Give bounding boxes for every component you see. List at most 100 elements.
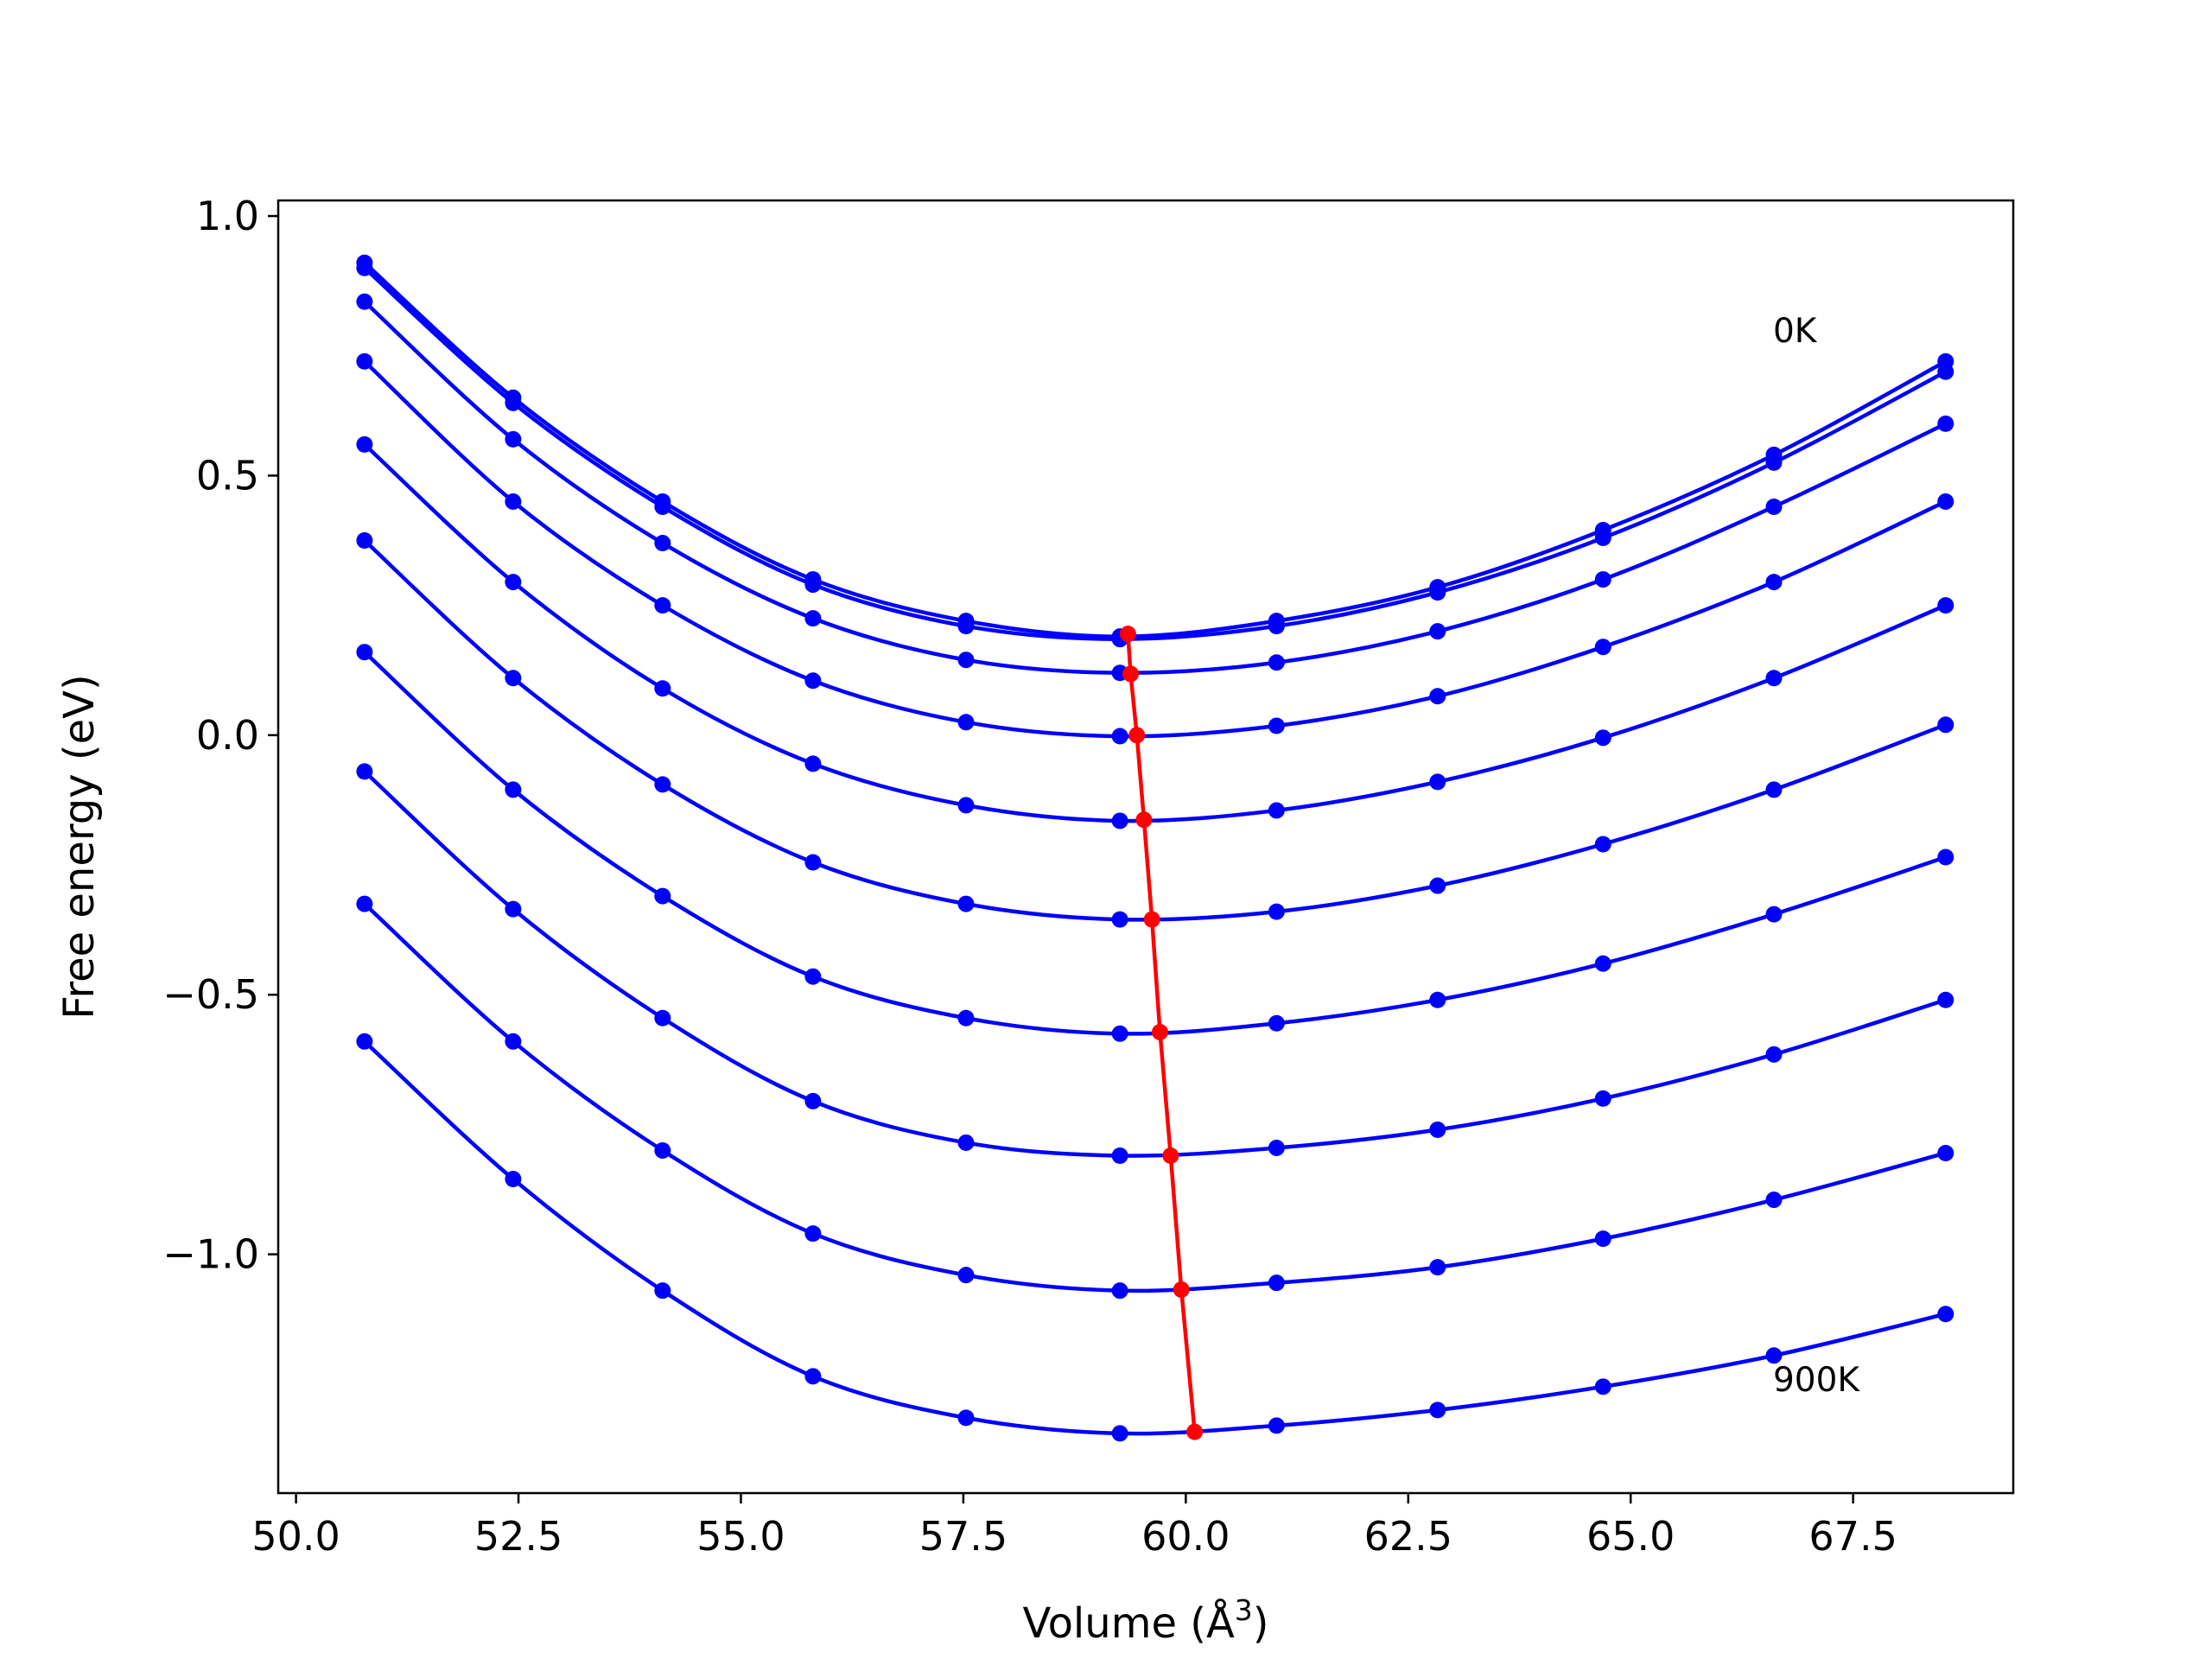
series-4-point-5 [957, 714, 975, 731]
series-line-1 [363, 261, 1947, 639]
series-4-point-4 [804, 672, 822, 690]
y-axis-ticks: 1.0 0.5 0.0 −0.5 −1.0 [162, 193, 278, 1278]
series-5-point-2 [505, 574, 522, 591]
series-2-point-8 [1429, 584, 1446, 601]
series-5-point-3 [654, 680, 671, 697]
series-10-point-5 [957, 1409, 975, 1427]
series-7-point-10 [1765, 906, 1783, 923]
equilibrium-point-6 [1151, 1023, 1168, 1040]
series-6-point-10 [1765, 781, 1783, 798]
series-6-point-7 [1268, 903, 1285, 920]
series-4-point-10 [1765, 574, 1783, 591]
x-tick-label: 55.0 [696, 1513, 785, 1560]
equilibrium-point-1 [1119, 626, 1136, 643]
series-5-point-10 [1765, 670, 1783, 687]
series-7-point-6 [1111, 1025, 1128, 1042]
series-5-point-8 [1429, 773, 1446, 791]
series-9-point-5 [957, 1267, 975, 1284]
series-4-point-9 [1594, 639, 1611, 656]
x-tick-label: 60.0 [1141, 1513, 1230, 1560]
series-4-point-6 [1111, 728, 1128, 745]
y-tick-label: 1.0 [196, 193, 259, 239]
series-2-point-10 [1765, 454, 1783, 471]
equilibrium-point-5 [1143, 911, 1160, 928]
series-3-point-4 [804, 610, 822, 627]
series-5-point-6 [1111, 812, 1128, 830]
series-9-point-8 [1429, 1259, 1446, 1276]
series-2-point-11 [1937, 363, 1955, 380]
series-8-point-5 [957, 1134, 975, 1151]
series-2-point-9 [1594, 530, 1611, 547]
series-8-point-10 [1765, 1046, 1783, 1063]
series-7-point-5 [957, 1009, 975, 1027]
series-10-point-4 [804, 1368, 822, 1385]
series-7-point-8 [1429, 991, 1446, 1008]
series-3-point-10 [1765, 498, 1783, 515]
series-7-point-9 [1594, 955, 1611, 972]
x-axis-ticks: 50.0 52.5 55.0 57.5 60.0 62.5 65.0 67.5 [251, 1493, 1897, 1560]
series-5-point-1 [356, 435, 373, 453]
series-6-point-2 [505, 670, 522, 687]
series-8-point-1 [356, 763, 373, 780]
series-5-point-11 [1937, 597, 1955, 614]
equilibrium-point-4 [1135, 811, 1153, 829]
series-line-2 [363, 266, 1947, 641]
series-9-point-6 [1111, 1282, 1128, 1300]
series-9-point-11 [1937, 1144, 1955, 1161]
series-9-point-3 [654, 1141, 671, 1159]
equilibrium-point-3 [1128, 727, 1146, 744]
annotation-label-1: 0K [1773, 312, 1818, 351]
series-6-point-8 [1429, 877, 1446, 894]
series-9-point-7 [1268, 1274, 1285, 1292]
series-3-point-8 [1429, 623, 1446, 640]
series-4-point-7 [1268, 717, 1285, 734]
series-2-point-2 [505, 394, 522, 411]
series-8-point-3 [654, 1009, 671, 1027]
series-8-point-6 [1111, 1147, 1128, 1164]
series-10-point-3 [654, 1282, 671, 1300]
series-10-point-1 [356, 1033, 373, 1050]
series-8-point-2 [505, 900, 522, 918]
series-8-point-4 [804, 1092, 822, 1109]
series-7-point-3 [654, 887, 671, 905]
series-3-point-1 [356, 293, 373, 310]
plot-frame [276, 199, 2015, 1495]
x-tick-label: 65.0 [1586, 1513, 1675, 1560]
series-6-point-1 [356, 532, 373, 550]
series-3-point-7 [1268, 654, 1285, 671]
series-9-point-10 [1765, 1192, 1783, 1209]
series-4-point-8 [1429, 688, 1446, 705]
series-10-point-9 [1594, 1378, 1611, 1395]
series-7-point-11 [1937, 849, 1955, 866]
series-9-point-2 [505, 1033, 522, 1050]
equilibrium-point-8 [1173, 1281, 1190, 1298]
x-axis-label: Volume (Å3) [1022, 1593, 1268, 1648]
series-4-point-1 [356, 353, 373, 370]
annotation-label-2: 900K [1773, 1361, 1860, 1400]
series-8-point-7 [1268, 1139, 1285, 1156]
series-2-point-3 [654, 498, 671, 515]
series-6-point-5 [957, 895, 975, 912]
series-6-point-6 [1111, 911, 1128, 928]
series-2-point-1 [356, 259, 373, 276]
annotations: 0K 900K [1773, 312, 1860, 1400]
series-10-point-10 [1765, 1347, 1783, 1364]
series-line-4 [363, 359, 1947, 739]
equilibrium-point-7 [1162, 1147, 1179, 1164]
series-8-point-9 [1594, 1090, 1611, 1107]
series-3-point-9 [1594, 571, 1611, 588]
series-6-point-9 [1594, 836, 1611, 853]
series-6-point-3 [654, 776, 671, 793]
series-line-6 [363, 538, 1947, 922]
x-tick-label: 52.5 [474, 1513, 563, 1560]
series-6-point-4 [804, 854, 822, 871]
series-9-point-9 [1594, 1230, 1611, 1248]
y-tick-label: 0.0 [196, 712, 259, 759]
series-5-point-7 [1268, 802, 1285, 819]
y-tick-label: −0.5 [162, 971, 259, 1018]
series-2-point-4 [804, 576, 822, 594]
series-line-5 [363, 442, 1947, 823]
series-8-point-11 [1937, 991, 1955, 1008]
series-3-point-5 [957, 652, 975, 669]
series-4-point-11 [1937, 493, 1955, 510]
